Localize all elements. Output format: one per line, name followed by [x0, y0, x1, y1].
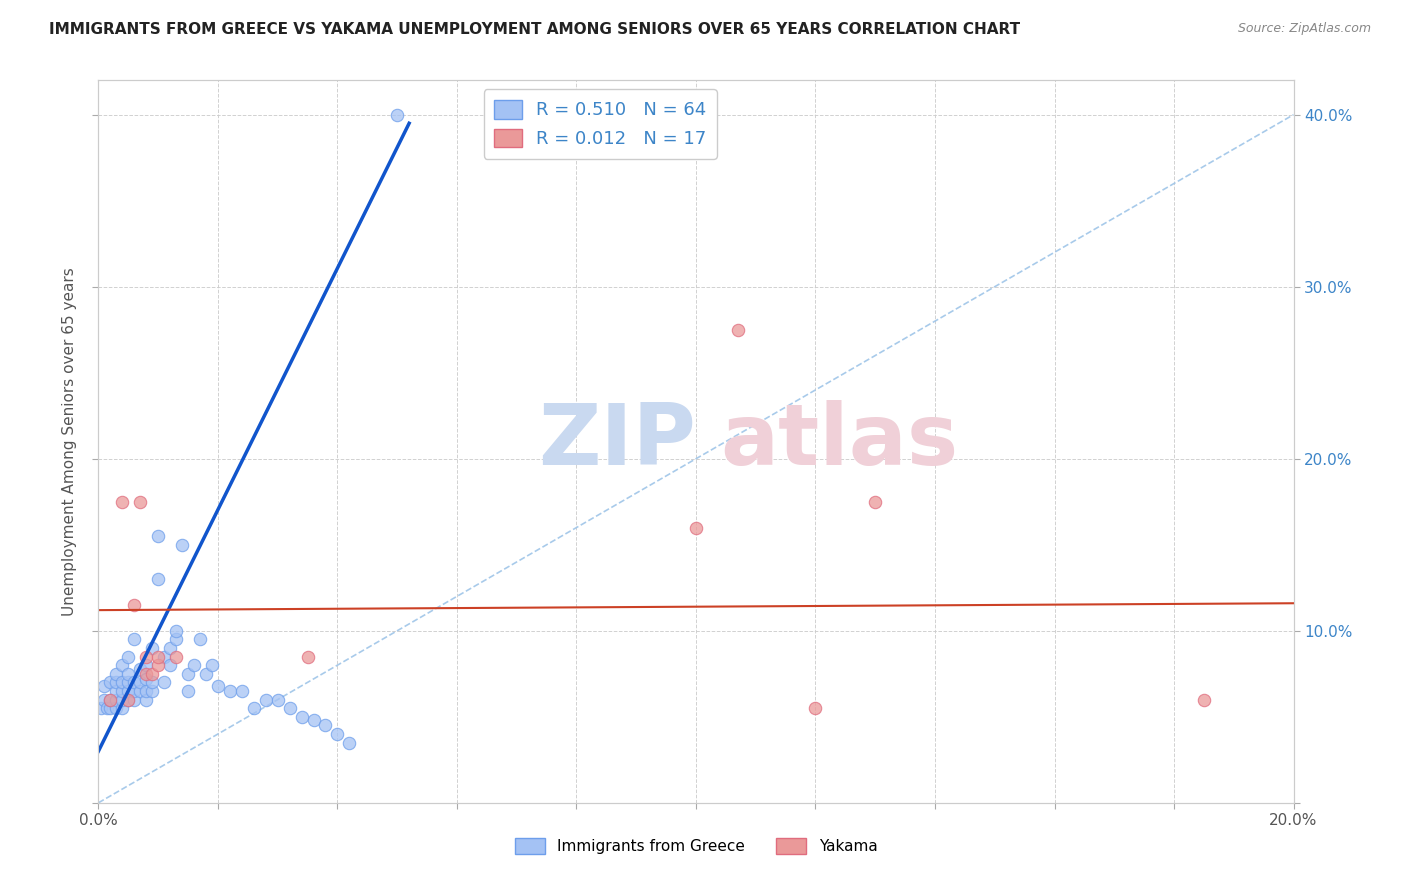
- Point: [141, 675, 163, 690]
- Point: [98, 692, 122, 706]
- Point: [111, 692, 134, 706]
- Point: [148, 572, 170, 586]
- Point: [243, 701, 266, 715]
- Point: [165, 632, 187, 647]
- Point: [141, 666, 163, 681]
- Point: [195, 666, 218, 681]
- Point: [117, 692, 139, 706]
- Point: [141, 684, 163, 698]
- Point: [1192, 692, 1215, 706]
- Point: [135, 684, 157, 698]
- Point: [297, 649, 319, 664]
- Point: [117, 684, 139, 698]
- Legend: Immigrants from Greece, Yakama: Immigrants from Greece, Yakama: [509, 832, 883, 860]
- Point: [96, 701, 118, 715]
- Point: [159, 658, 181, 673]
- Point: [105, 666, 128, 681]
- Point: [385, 108, 409, 122]
- Point: [117, 675, 139, 690]
- Point: [117, 692, 139, 706]
- Point: [111, 658, 134, 673]
- Point: [183, 658, 205, 673]
- Point: [315, 718, 337, 732]
- Point: [135, 692, 157, 706]
- Point: [98, 701, 122, 715]
- Point: [98, 675, 122, 690]
- Point: [302, 713, 325, 727]
- Point: [141, 640, 163, 655]
- Point: [177, 666, 200, 681]
- Point: [326, 727, 349, 741]
- Point: [111, 675, 134, 690]
- Point: [865, 494, 887, 508]
- Point: [129, 684, 152, 698]
- Point: [159, 640, 181, 655]
- Point: [117, 666, 139, 681]
- Point: [98, 692, 122, 706]
- Point: [135, 649, 157, 664]
- Text: IMMIGRANTS FROM GREECE VS YAKAMA UNEMPLOYMENT AMONG SENIORS OVER 65 YEARS CORREL: IMMIGRANTS FROM GREECE VS YAKAMA UNEMPLO…: [49, 22, 1021, 37]
- Point: [219, 684, 242, 698]
- Point: [207, 679, 229, 693]
- Text: ZIP: ZIP: [538, 400, 696, 483]
- Point: [153, 649, 176, 664]
- Point: [177, 684, 200, 698]
- Point: [105, 701, 128, 715]
- Point: [129, 662, 152, 676]
- Point: [172, 538, 194, 552]
- Point: [165, 649, 187, 664]
- Point: [129, 494, 152, 508]
- Point: [129, 675, 152, 690]
- Point: [124, 632, 146, 647]
- Point: [93, 692, 115, 706]
- Point: [124, 692, 146, 706]
- Text: Source: ZipAtlas.com: Source: ZipAtlas.com: [1237, 22, 1371, 36]
- Point: [105, 692, 128, 706]
- Point: [201, 658, 224, 673]
- Point: [111, 494, 134, 508]
- Point: [727, 323, 749, 337]
- Point: [124, 675, 146, 690]
- Point: [188, 632, 211, 647]
- Point: [267, 692, 290, 706]
- Point: [165, 624, 187, 638]
- Point: [105, 675, 128, 690]
- Point: [339, 735, 361, 749]
- Point: [254, 692, 277, 706]
- Point: [148, 649, 170, 664]
- Point: [148, 658, 170, 673]
- Point: [231, 684, 253, 698]
- Point: [278, 701, 301, 715]
- Point: [93, 679, 115, 693]
- Point: [135, 672, 157, 686]
- Point: [291, 710, 314, 724]
- Point: [135, 658, 157, 673]
- Y-axis label: Unemployment Among Seniors over 65 years: Unemployment Among Seniors over 65 years: [62, 268, 77, 615]
- Point: [135, 666, 157, 681]
- Point: [148, 529, 170, 543]
- Point: [105, 684, 128, 698]
- Point: [111, 684, 134, 698]
- Text: atlas: atlas: [720, 400, 957, 483]
- Point: [90, 701, 112, 715]
- Point: [153, 675, 176, 690]
- Point: [804, 701, 827, 715]
- Point: [124, 684, 146, 698]
- Point: [117, 649, 139, 664]
- Point: [124, 598, 146, 612]
- Point: [111, 701, 134, 715]
- Point: [685, 520, 707, 534]
